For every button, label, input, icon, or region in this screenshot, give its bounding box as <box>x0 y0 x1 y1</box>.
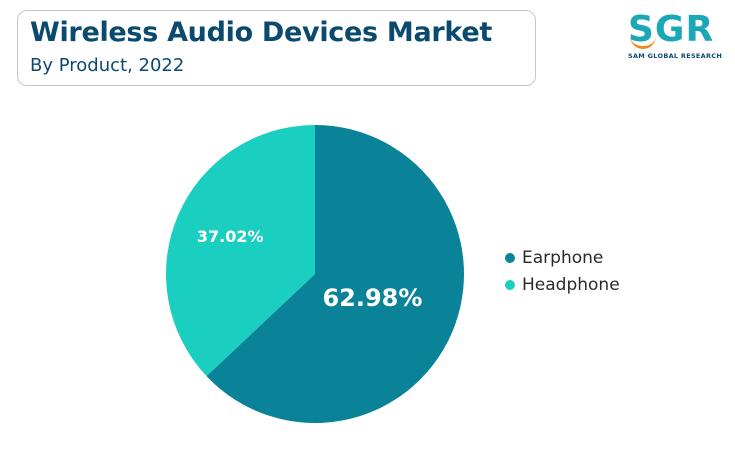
chart-title-box: Wireless Audio Devices Market By Product… <box>17 10 536 86</box>
pie-slice-headphone <box>166 125 315 377</box>
data-label-headphone: 37.02% <box>197 227 264 246</box>
logo-text: SAM GLOBAL RESEARCH <box>628 52 723 60</box>
legend-swatch-earphone <box>505 252 515 263</box>
chart-legend: Earphone Headphone <box>505 244 620 298</box>
brand-logo: SGR SAM GLOBAL RESEARCH <box>628 10 728 62</box>
logo-swoosh-icon <box>630 36 656 49</box>
legend-label-headphone: Headphone <box>522 274 620 295</box>
legend-item-earphone: Earphone <box>505 244 620 271</box>
chart-subtitle: By Product, 2022 <box>30 55 185 76</box>
pie-slice-earphone <box>206 125 464 423</box>
chart-title: Wireless Audio Devices Market <box>30 17 492 48</box>
legend-item-headphone: Headphone <box>505 271 620 298</box>
legend-swatch-headphone <box>505 279 515 290</box>
data-label-earphone: 62.98% <box>322 284 422 312</box>
legend-label-earphone: Earphone <box>522 247 604 268</box>
